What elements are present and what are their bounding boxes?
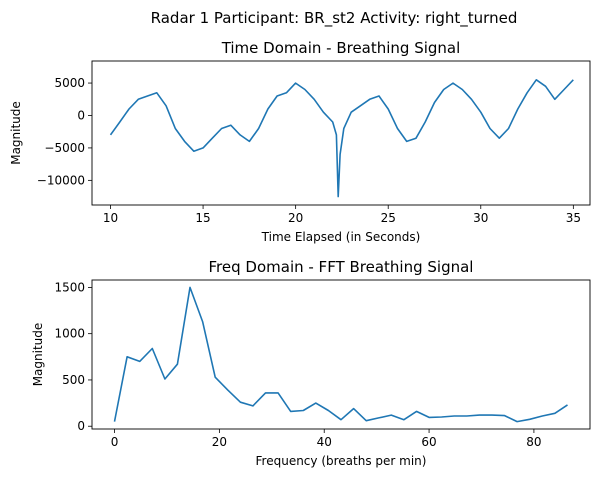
freq-y-tick-label: 500 (62, 373, 85, 387)
freq-x-tick-label: 20 (212, 435, 227, 449)
time-x-tick-label: 30 (473, 211, 488, 225)
figure-suptitle: Radar 1 Participant: BR_st2 Activity: ri… (151, 9, 518, 28)
time-x-tick-label: 25 (381, 211, 396, 225)
freq-x-axis-label: Frequency (breaths per min) (256, 454, 427, 468)
freq-y-tick-label: 1500 (54, 280, 85, 294)
freq-y-axis-label: Magnitude (31, 323, 45, 387)
freq-axes-frame (91, 279, 591, 430)
freq-series-line (113, 286, 568, 423)
time-x-tick-label: 15 (195, 211, 210, 225)
time-x-tick-label: 20 (288, 211, 303, 225)
freq-chart-title: Freq Domain - FFT Breathing Signal (209, 258, 474, 276)
freq-x-tick-label: 80 (526, 435, 541, 449)
time-y-tick-label: 0 (77, 108, 85, 122)
time-x-tick-label: 10 (103, 211, 118, 225)
time-y-tick-label: −10000 (37, 173, 85, 187)
freq-y-tick-label: 1000 (54, 327, 85, 341)
freq-y-tick-label: 0 (77, 419, 85, 433)
time-y-tick-label: −5000 (44, 141, 85, 155)
time-domain-panel: 10 15 20 25 30 35 5000 0 −5000 −10000 Time Domain … (9, 39, 591, 244)
freq-domain-panel: 0 20 40 60 80 0 500 1000 1500 Freq Domain - FFT B… (31, 258, 591, 468)
freq-x-tick-label: 0 (111, 435, 119, 449)
time-chart-title: Time Domain - Breathing Signal (221, 39, 461, 57)
time-axes-frame (91, 60, 591, 206)
time-x-axis-label: Time Elapsed (in Seconds) (261, 230, 421, 244)
freq-x-tick-label: 40 (317, 435, 332, 449)
freq-x-tick-label: 60 (421, 435, 436, 449)
time-x-tick-label: 35 (566, 211, 581, 225)
time-series-line (109, 79, 574, 198)
time-y-axis-label: Magnitude (9, 101, 23, 165)
time-y-tick-label: 5000 (54, 76, 85, 90)
